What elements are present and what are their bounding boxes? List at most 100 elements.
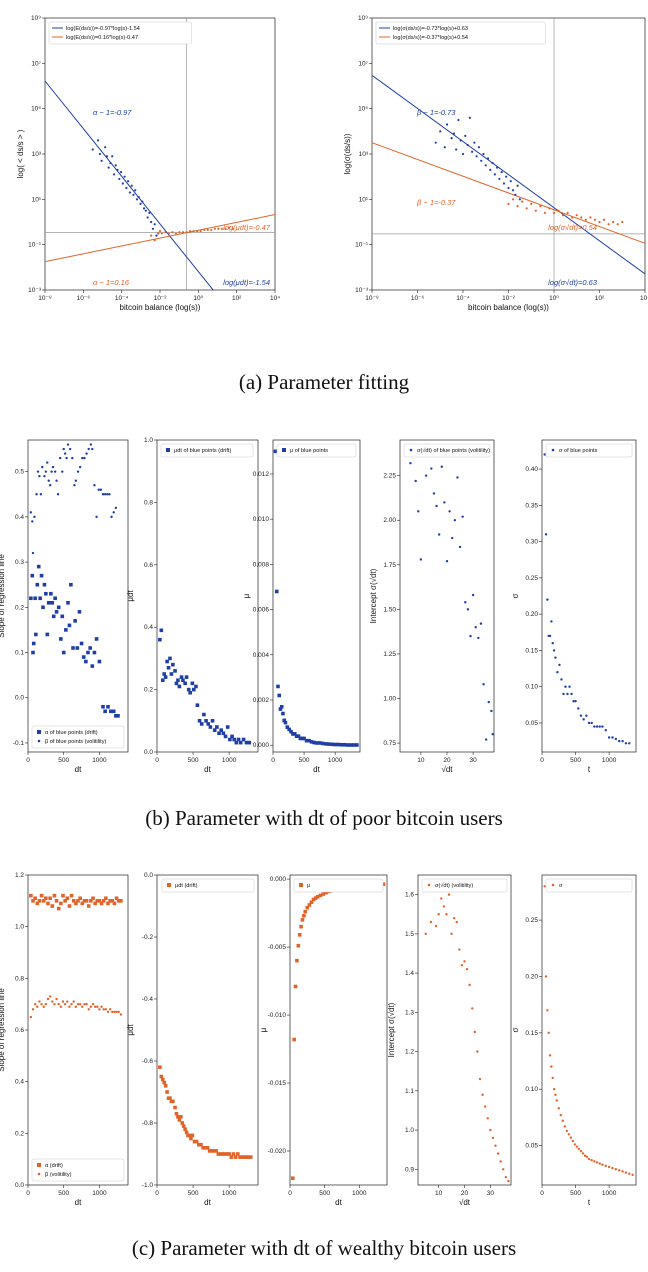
- x-tick-label: 500: [319, 1190, 330, 1197]
- data-point: [300, 736, 305, 741]
- y-axis-label: σ: [511, 1027, 520, 1032]
- y-tick-label: -1.0: [142, 1182, 154, 1189]
- caption-c: (c) Parameter with dt of wealthy bitcoin…: [131, 1236, 517, 1260]
- data-point: [317, 741, 322, 745]
- data-point: [631, 1173, 634, 1177]
- data-point: [171, 662, 175, 667]
- data-point: [241, 737, 246, 742]
- data-point: [330, 742, 334, 747]
- y-tick-label: 1.0: [144, 437, 153, 444]
- data-point: [278, 707, 283, 711]
- data-point: [281, 711, 285, 716]
- data-point: [116, 168, 119, 171]
- data-point: [177, 1118, 182, 1122]
- data-point: [201, 1146, 205, 1150]
- data-point: [105, 155, 109, 158]
- data-point: [53, 470, 57, 473]
- x-tick-label: 10⁻⁶: [77, 295, 91, 302]
- data-point: [183, 1127, 187, 1131]
- data-point: [188, 229, 192, 233]
- y-tick-label: 1.0: [15, 924, 24, 931]
- data-point: [194, 1139, 199, 1144]
- data-point: [194, 684, 198, 689]
- legend-box: [161, 878, 255, 893]
- data-point: [562, 692, 565, 696]
- data-point: [195, 703, 200, 707]
- data-point: [87, 447, 90, 451]
- data-point: [277, 693, 282, 698]
- data-point: [381, 882, 386, 887]
- data-point: [305, 905, 310, 910]
- data-point: [291, 732, 295, 736]
- data-point: [543, 211, 547, 215]
- data-point: [624, 1171, 628, 1174]
- data-point: [158, 1065, 162, 1069]
- data-point: [165, 659, 169, 664]
- data-point: [82, 899, 87, 903]
- data-point: [457, 118, 460, 122]
- data-point: [223, 1152, 227, 1156]
- data-point: [101, 493, 105, 496]
- data-point: [236, 1152, 240, 1156]
- data-point: [58, 456, 62, 460]
- data-point: [151, 227, 155, 230]
- data-point: [62, 447, 65, 451]
- legend-marker: [427, 883, 431, 887]
- data-point: [614, 1168, 618, 1171]
- data-point: [544, 533, 548, 536]
- data-point: [69, 582, 73, 587]
- data-point: [339, 742, 344, 747]
- legend-marker: [37, 739, 41, 743]
- data-point: [114, 506, 118, 510]
- data-point: [68, 1005, 71, 1008]
- data-point: [199, 229, 202, 233]
- y-tick-label: 0.8: [144, 499, 153, 506]
- y-tick-label: 0.30: [525, 539, 538, 546]
- data-point: [84, 899, 89, 903]
- data-point: [432, 492, 436, 495]
- y-tick-label: 0.20: [525, 973, 538, 980]
- data-point: [571, 216, 574, 219]
- data-point: [59, 901, 63, 906]
- data-point: [434, 141, 437, 144]
- data-point: [282, 718, 286, 723]
- data-point: [558, 663, 561, 667]
- data-point: [78, 896, 82, 901]
- data-point: [471, 1007, 474, 1010]
- legend-box: [48, 21, 192, 45]
- y-tick-label: 0.8: [15, 975, 24, 982]
- chart-b2: 0 500 1000 0.0 0.2 0.4 0.6 0.8 1.0 dt μdt μdt of bl…: [126, 437, 259, 774]
- data-point: [244, 1155, 249, 1159]
- data-point: [174, 232, 178, 235]
- plot-area: [290, 882, 386, 1181]
- data-point: [336, 742, 341, 747]
- data-point: [295, 958, 299, 963]
- data-point: [160, 678, 165, 683]
- x-axis-label: dt: [335, 1198, 342, 1207]
- data-point: [461, 515, 464, 518]
- data-point: [135, 198, 139, 201]
- data-point: [429, 920, 433, 924]
- data-point: [557, 209, 560, 212]
- y-tick-label: 1.5: [405, 931, 414, 938]
- y-tick-label: -0.8: [142, 1120, 154, 1127]
- data-point: [345, 743, 350, 747]
- data-point: [176, 678, 180, 683]
- data-point: [54, 899, 59, 903]
- data-point: [70, 1002, 73, 1006]
- data-point: [587, 721, 591, 725]
- y-tick-label: 0.6: [15, 1027, 24, 1034]
- legend-label: log(E(ds/s))=0.16*log(s)-0.47: [66, 35, 138, 41]
- data-point: [351, 743, 356, 747]
- data-point: [453, 519, 457, 522]
- data-point: [585, 1155, 589, 1159]
- y-tick-label: 0.010: [253, 516, 270, 523]
- data-point: [242, 1155, 247, 1159]
- x-tick-label: 0: [155, 757, 159, 764]
- data-point: [97, 899, 102, 903]
- chart-a1: 10⁻⁸ 10⁻⁶ 10⁻⁴ 10⁻² 10⁰ 10² 10⁴ 10⁻³ 10⁻¹ 10¹ 10³ 1…: [16, 15, 280, 312]
- data-point: [91, 1002, 95, 1006]
- data-point: [482, 683, 485, 686]
- y-tick-label: 0.4: [15, 1079, 24, 1086]
- data-point: [616, 223, 619, 226]
